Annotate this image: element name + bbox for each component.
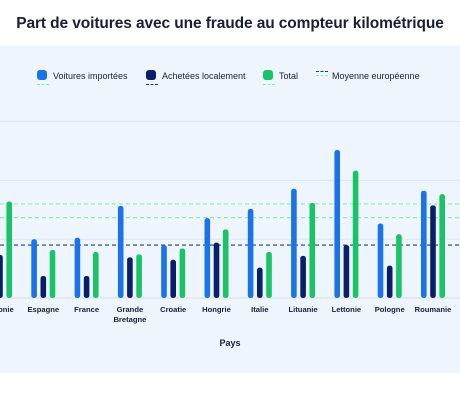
legend-avg-marker-total [263, 84, 275, 85]
legend-label-total: Total [279, 71, 299, 81]
bar-9-1[interactable] [386, 265, 393, 298]
bar-3-1[interactable] [127, 257, 133, 298]
bar-0-1[interactable] [0, 254, 3, 298]
x-tick-label: Roumanie [415, 305, 452, 314]
bar-2-0[interactable] [74, 237, 81, 298]
bar-7-2[interactable] [309, 202, 316, 298]
legend-swatch-imported [37, 70, 47, 80]
bar-10-0[interactable] [421, 190, 427, 298]
legend-label-eu-average: Moyenne européenne [332, 71, 420, 81]
bar-10-2[interactable] [439, 194, 445, 298]
legend-label-imported: Voitures importées [53, 71, 128, 81]
legend-avg-marker-local [146, 84, 158, 85]
legend-swatch-total [263, 70, 273, 80]
x-tick-label: Pologne [375, 305, 405, 314]
bar-1-2[interactable] [49, 249, 56, 298]
x-tick-label: Italie [251, 305, 268, 314]
bar-4-2[interactable] [179, 248, 186, 298]
x-tick-label: Espagne [27, 305, 59, 314]
x-tick-label: Estonie [0, 305, 14, 314]
bar-1-0[interactable] [31, 239, 37, 298]
x-tick-label: Lituanie [289, 305, 318, 314]
bar-2-2[interactable] [93, 251, 99, 298]
bar-5-0[interactable] [204, 218, 211, 298]
x-tick-label: France [74, 305, 99, 314]
bar-3-2[interactable] [136, 254, 142, 298]
bar-8-0[interactable] [334, 150, 340, 298]
legend-swatch-local [146, 70, 156, 80]
x-tick-label: Hongrie [202, 305, 231, 314]
x-tick-label: Lettonie [332, 305, 362, 314]
bar-4-0[interactable] [161, 245, 167, 298]
bar-5-1[interactable] [213, 242, 220, 298]
x-tick-label: Grande Bretagne [113, 305, 146, 324]
bar-9-0[interactable] [377, 223, 384, 298]
bar-7-1[interactable] [300, 255, 306, 298]
x-tick-label: Croatie [160, 305, 186, 314]
legend-avg-marker-imported [37, 84, 49, 85]
bar-10-1[interactable] [430, 205, 436, 298]
chart-title: Part de voitures avec une fraude au comp… [16, 15, 444, 32]
bar-0-2[interactable] [6, 201, 12, 298]
bar-6-2[interactable] [266, 251, 272, 298]
bar-8-2[interactable] [352, 170, 359, 298]
legend: Voitures importées Achetées localement T… [0, 68, 460, 98]
bar-5-2[interactable] [222, 229, 229, 298]
bar-2-1[interactable] [83, 275, 90, 298]
legend-label-local: Achetées localement [162, 71, 246, 81]
x-axis-title: Pays [219, 338, 241, 348]
chart-panel [0, 46, 460, 373]
bar-6-0[interactable] [247, 208, 254, 298]
bar-7-0[interactable] [291, 188, 297, 298]
bar-9-2[interactable] [396, 234, 402, 298]
bar-6-1[interactable] [257, 267, 263, 298]
bar-1-1[interactable] [40, 275, 47, 298]
legend-avg-icon [316, 71, 328, 78]
bar-3-0[interactable] [117, 205, 124, 298]
bar-4-1[interactable] [170, 259, 176, 298]
bar-8-1[interactable] [343, 245, 350, 298]
